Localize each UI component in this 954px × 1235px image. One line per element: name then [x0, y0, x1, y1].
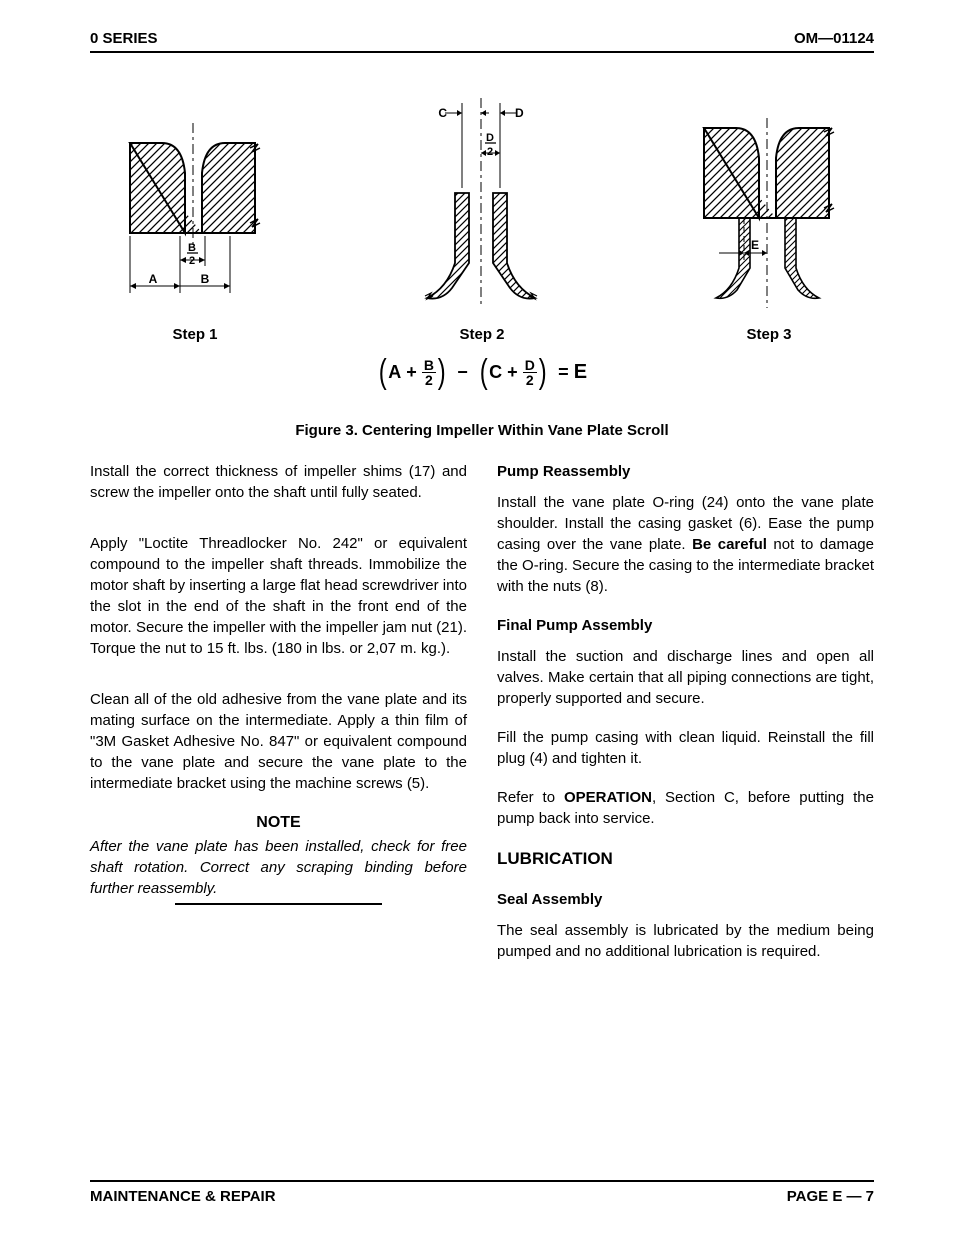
dim-D2d: 2 [487, 146, 493, 158]
formula-Bn: B [422, 358, 436, 373]
dim-D: D [515, 106, 524, 120]
paren-close-2: ) [539, 353, 547, 392]
page-footer: MAINTENANCE & REPAIR PAGE E — 7 [90, 1180, 874, 1205]
left-column: Install the correct thickness of impelle… [90, 461, 467, 1180]
steps-row: A B B 2 Step 1 [110, 93, 854, 343]
paren-open-2: ( [480, 353, 488, 392]
formula-plus1: + [406, 362, 417, 382]
page-header: 0 SERIES OM—01124 [90, 30, 874, 53]
dim-E: E [751, 238, 759, 252]
dim-D2n: D [486, 132, 494, 144]
page: 0 SERIES OM—01124 [0, 0, 954, 1235]
header-right: OM—01124 [794, 30, 874, 47]
step-3: E Step 3 [684, 118, 854, 343]
body-columns: Install the correct thickness of impelle… [90, 461, 874, 1180]
formula-E: E [574, 361, 587, 383]
step-1: A B B 2 Step 1 [110, 118, 280, 343]
right-column: Pump Reassembly Install the vane plate O… [497, 461, 874, 1180]
note-title: NOTE [90, 812, 467, 834]
formula-minus: − [457, 362, 468, 382]
footer-left: MAINTENANCE & REPAIR [90, 1188, 276, 1205]
dim-B2d: 2 [189, 255, 195, 267]
step1-diagram: A B B 2 [110, 118, 280, 318]
formula-Dn: D [523, 358, 537, 373]
formula-C: C [489, 362, 502, 382]
dim-B: B [201, 272, 210, 286]
paren-open-1: ( [379, 353, 387, 392]
formula-Bd: 2 [422, 373, 436, 387]
step3-diagram: E [684, 118, 854, 318]
step1-label: Step 1 [172, 326, 217, 343]
right-h2: Final Pump Assembly [497, 615, 874, 636]
formula-eq: = [558, 362, 569, 382]
paren-close-1: ) [438, 353, 446, 392]
dim-B2n: B [188, 242, 196, 254]
figure-area: A B B 2 Step 1 [110, 93, 854, 451]
note-body: After the vane plate has been installed,… [90, 836, 467, 899]
dim-A: A [149, 272, 158, 286]
step-2: C D D 2 St [397, 93, 567, 343]
step2-diagram: C D D 2 [397, 93, 567, 318]
right-p2: Install the suction and discharge lines … [497, 646, 874, 709]
right-p4: Refer to OPERATION, Section C, before pu… [497, 787, 874, 829]
left-p3: Clean all of the old adhesive from the v… [90, 689, 467, 794]
right-p1: Install the vane plate O-ring (24) onto … [497, 492, 874, 597]
right-p5: The seal assembly is lubricated by the m… [497, 920, 874, 962]
step3-label: Step 3 [746, 326, 791, 343]
formula: (A + B2) − (C + D2) = E [110, 353, 854, 392]
figure-caption: Figure 3. Centering Impeller Within Vane… [110, 422, 854, 439]
header-left: 0 SERIES [90, 30, 158, 47]
formula-Dd: 2 [523, 373, 537, 387]
step2-label: Step 2 [459, 326, 504, 343]
footer-right: PAGE E — 7 [787, 1188, 874, 1205]
left-p1: Install the correct thickness of impelle… [90, 461, 467, 503]
right-p3: Fill the pump casing with clean liquid. … [497, 727, 874, 769]
right-h1: Pump Reassembly [497, 461, 874, 482]
formula-A: A [388, 362, 401, 382]
note-rule [175, 903, 382, 905]
formula-plus2: + [507, 362, 518, 382]
right-h3: Seal Assembly [497, 889, 874, 910]
dim-C: C [438, 106, 447, 120]
left-p2: Apply "Loctite Threadlocker No. 242" or … [90, 533, 467, 659]
section-lubrication: LUBRICATION [497, 847, 874, 871]
